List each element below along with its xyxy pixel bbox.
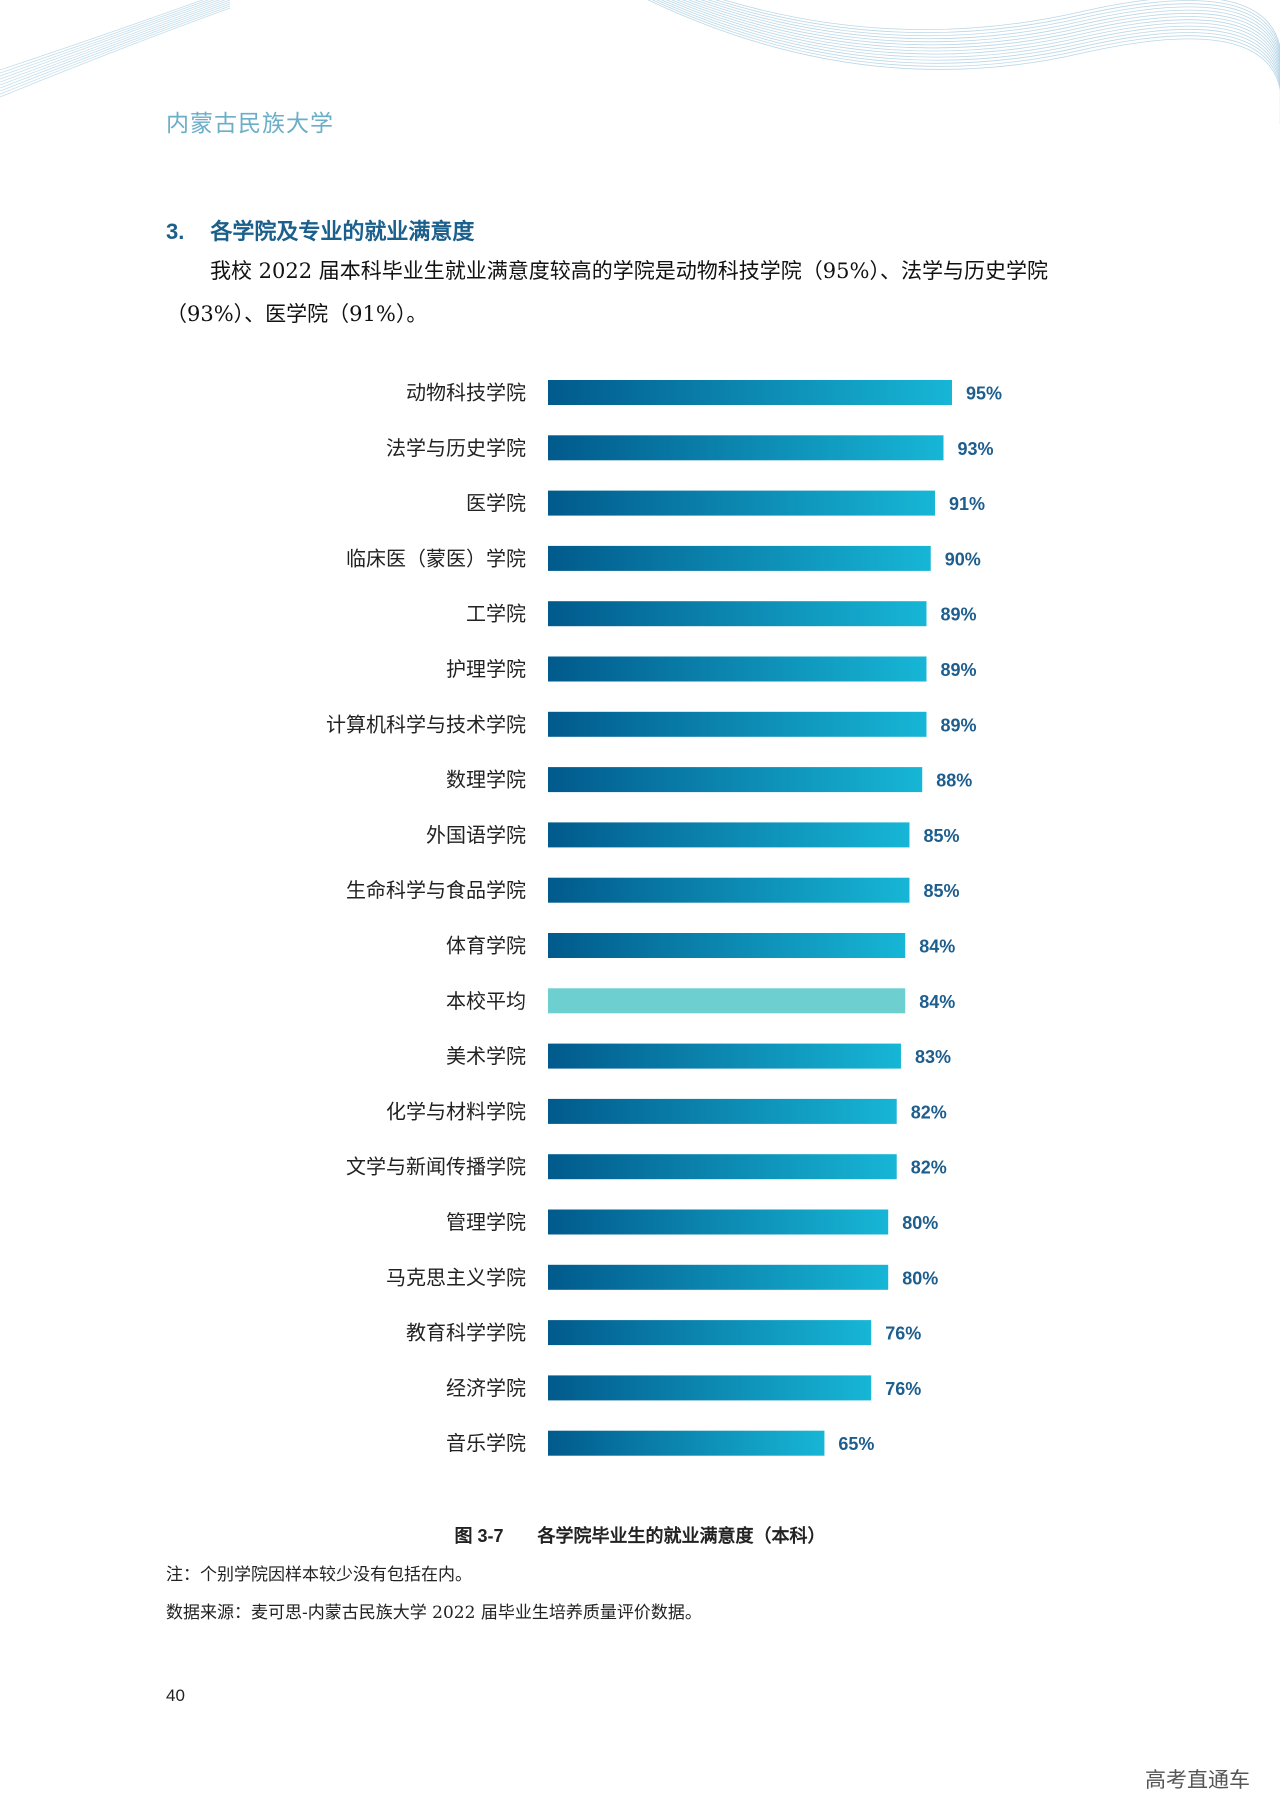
value-label: 80% [902, 1268, 938, 1288]
wave-line [671, 0, 1280, 108]
figure-title: 各学院毕业生的就业满意度（本科） [537, 1526, 826, 1547]
wave-line [0, 0, 231, 86]
figure-number: 图 3-7 [454, 1526, 504, 1546]
bar [548, 822, 910, 848]
wave-line [0, 7, 231, 98]
category-label: 数理学院 [446, 768, 526, 792]
bar [548, 490, 935, 516]
category-label: 生命科学与食品学院 [346, 878, 526, 902]
wave-line [0, 0, 204, 71]
bar [548, 711, 927, 737]
value-label: 89% [940, 660, 976, 680]
wave-line [647, 0, 1280, 124]
wave-line [656, 0, 1280, 118]
value-label: 65% [838, 1434, 874, 1454]
watermark-text: 高考直通车 [1145, 1768, 1250, 1792]
value-label: 76% [885, 1379, 921, 1399]
category-label: 医学院 [466, 491, 526, 515]
data-source: 数据来源：麦可思-内蒙古民族大学 2022 届毕业生培养质量评价数据。 [166, 1603, 702, 1623]
bar [548, 1154, 897, 1180]
category-label: 管理学院 [446, 1210, 526, 1234]
value-label: 85% [923, 881, 959, 901]
value-label: 89% [940, 715, 976, 735]
section-paragraph: 我校 2022 届本科毕业生就业满意度较高的学院是动物科技学院（95%）、法学与… [166, 259, 1048, 326]
bar [548, 601, 927, 627]
wave-line [722, 0, 1280, 82]
value-label: 95% [966, 384, 1002, 404]
bar [548, 380, 952, 405]
value-label: 91% [949, 494, 985, 514]
wave-line [0, 0, 226, 83]
figure-caption: 图 3-7 各学院毕业生的就业满意度（本科） [0, 1522, 1280, 1548]
chart-note: 注：个别学院因样本较少没有包括在内。 [166, 1565, 472, 1585]
category-label: 工学院 [466, 602, 526, 626]
bar [548, 1098, 897, 1124]
wave-line [0, 3, 231, 92]
bar [548, 1209, 889, 1235]
category-label: 法学与历史学院 [386, 436, 526, 460]
wave-line [0, 5, 231, 95]
category-label: 文学与新闻传播学院 [346, 1155, 526, 1179]
category-label: 化学与材料学院 [386, 1099, 526, 1123]
section-title: 各学院及专业的就业满意度 [210, 219, 475, 245]
value-label: 83% [915, 1047, 951, 1067]
wave-line [700, 0, 1280, 92]
value-label: 80% [902, 1213, 938, 1233]
bar [548, 435, 944, 461]
bar [548, 933, 906, 958]
bar [548, 656, 927, 682]
wave-line [715, 0, 1280, 86]
category-label: 护理学院 [446, 657, 526, 681]
value-label: 88% [936, 771, 972, 791]
category-label: 计算机科学与技术学院 [326, 712, 526, 736]
value-label: 84% [919, 992, 955, 1012]
value-label: 82% [911, 1158, 947, 1178]
value-label: 90% [945, 549, 981, 569]
value-label: 82% [911, 1102, 947, 1122]
wave-line [688, 0, 1280, 98]
value-label: 84% [919, 937, 955, 957]
wave-line [707, 0, 1280, 89]
category-label: 教育科学学院 [406, 1321, 526, 1345]
wave-line [0, 1, 231, 89]
wave-line [676, 0, 1280, 105]
category-label: 动物科技学院 [406, 381, 526, 405]
bar [548, 1264, 889, 1290]
bar [548, 767, 923, 793]
wave-line [661, 0, 1280, 114]
category-label: 美术学院 [446, 1044, 526, 1068]
category-label: 经济学院 [446, 1376, 526, 1400]
value-label: 76% [885, 1324, 921, 1344]
wave-line [0, 0, 215, 77]
average-bar [548, 988, 906, 1014]
bar [548, 1043, 901, 1069]
bar [548, 877, 910, 903]
wave-line [694, 0, 1280, 95]
wave-line [666, 0, 1280, 111]
category-label: 体育学院 [446, 934, 526, 958]
section-heading: 3. 各学院及专业的就业满意度 [166, 214, 474, 246]
section-number: 3. [166, 219, 185, 244]
value-label: 89% [940, 605, 976, 625]
bar [548, 1375, 872, 1401]
category-label: 外国语学院 [426, 823, 526, 847]
school-name: 内蒙古民族大学 [166, 111, 334, 137]
category-label: 音乐学院 [446, 1431, 526, 1455]
satisfaction-bar-chart: 动物科技学院 95% 法学与历史学院 93% 医学院 91% 临床医（蒙医）学院 90% 工学院… [326, 380, 1002, 1456]
bar [548, 1320, 872, 1346]
wave-line [682, 0, 1280, 102]
category-label: 马克思主义学院 [386, 1265, 526, 1289]
bar [548, 545, 931, 571]
wave-line [0, 0, 221, 80]
bar [548, 1430, 825, 1456]
header-wave-decoration [0, 0, 1280, 124]
value-label: 85% [923, 826, 959, 846]
wave-line [651, 0, 1280, 121]
value-label: 93% [957, 439, 993, 459]
category-label: 本校平均 [446, 989, 526, 1013]
page-number: 40 [166, 1686, 185, 1705]
category-label: 临床医（蒙医）学院 [346, 546, 526, 570]
wave-line [0, 0, 210, 74]
